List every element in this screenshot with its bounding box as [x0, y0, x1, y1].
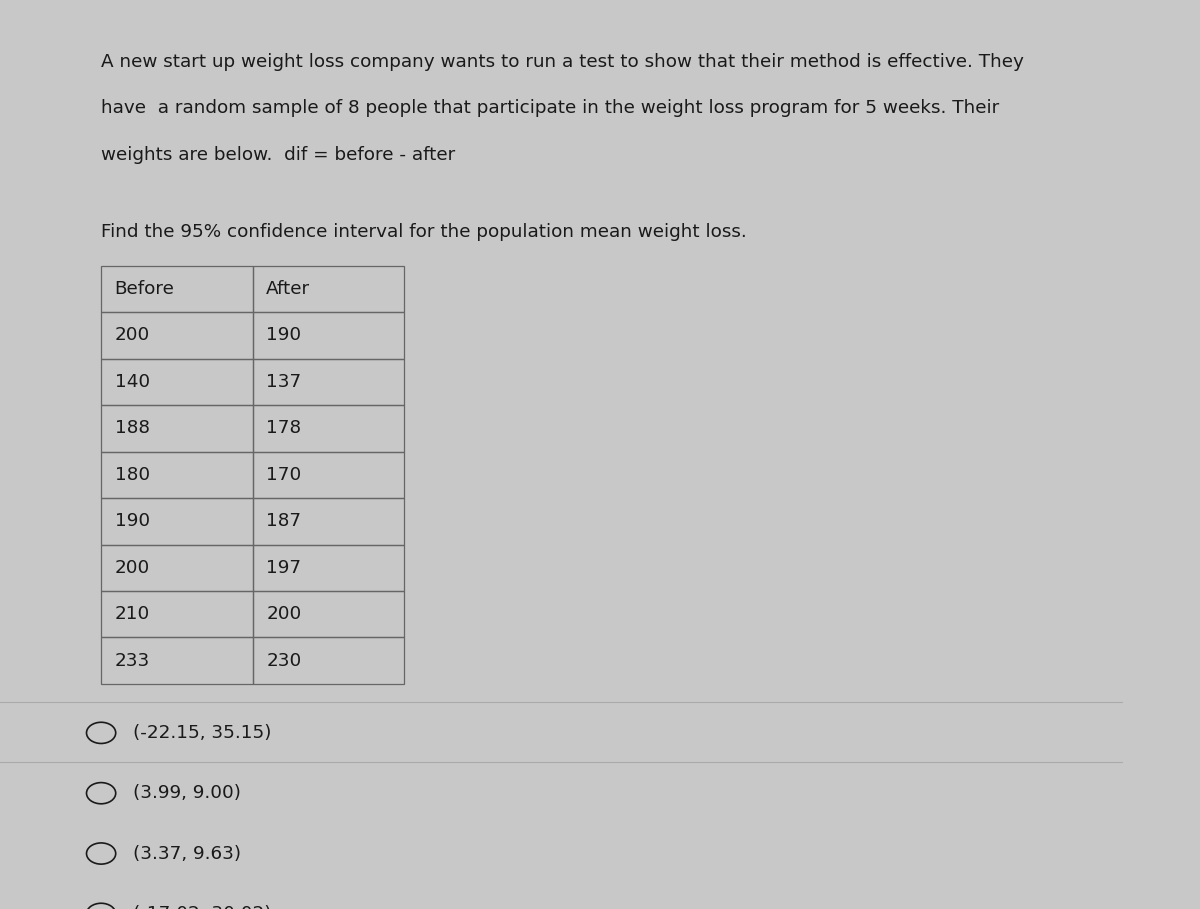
- Text: 190: 190: [114, 513, 150, 530]
- Text: Before: Before: [114, 280, 174, 298]
- Text: (-17.02, 30.02): (-17.02, 30.02): [132, 904, 271, 909]
- Text: 187: 187: [266, 513, 301, 530]
- Text: 200: 200: [114, 559, 150, 577]
- Text: 188: 188: [114, 419, 150, 437]
- Text: 170: 170: [266, 465, 301, 484]
- Text: 137: 137: [266, 373, 301, 391]
- Text: 180: 180: [114, 465, 150, 484]
- Text: After: After: [266, 280, 311, 298]
- Text: weights are below.  dif = before - after: weights are below. dif = before - after: [101, 146, 455, 164]
- Text: 190: 190: [266, 326, 301, 345]
- Text: 200: 200: [266, 605, 301, 624]
- Text: 210: 210: [114, 605, 150, 624]
- Text: (3.37, 9.63): (3.37, 9.63): [132, 844, 241, 863]
- Text: 197: 197: [266, 559, 301, 577]
- Text: have  a random sample of 8 people that participate in the weight loss program fo: have a random sample of 8 people that pa…: [101, 99, 1000, 117]
- Text: 233: 233: [114, 652, 150, 670]
- Text: (-22.15, 35.15): (-22.15, 35.15): [132, 724, 271, 742]
- Text: (3.99, 9.00): (3.99, 9.00): [132, 784, 240, 803]
- Text: Find the 95% confidence interval for the population mean weight loss.: Find the 95% confidence interval for the…: [101, 224, 746, 242]
- Text: 200: 200: [114, 326, 150, 345]
- Text: 178: 178: [266, 419, 301, 437]
- Text: A new start up weight loss company wants to run a test to show that their method: A new start up weight loss company wants…: [101, 53, 1024, 71]
- Text: 230: 230: [266, 652, 301, 670]
- Text: 140: 140: [114, 373, 150, 391]
